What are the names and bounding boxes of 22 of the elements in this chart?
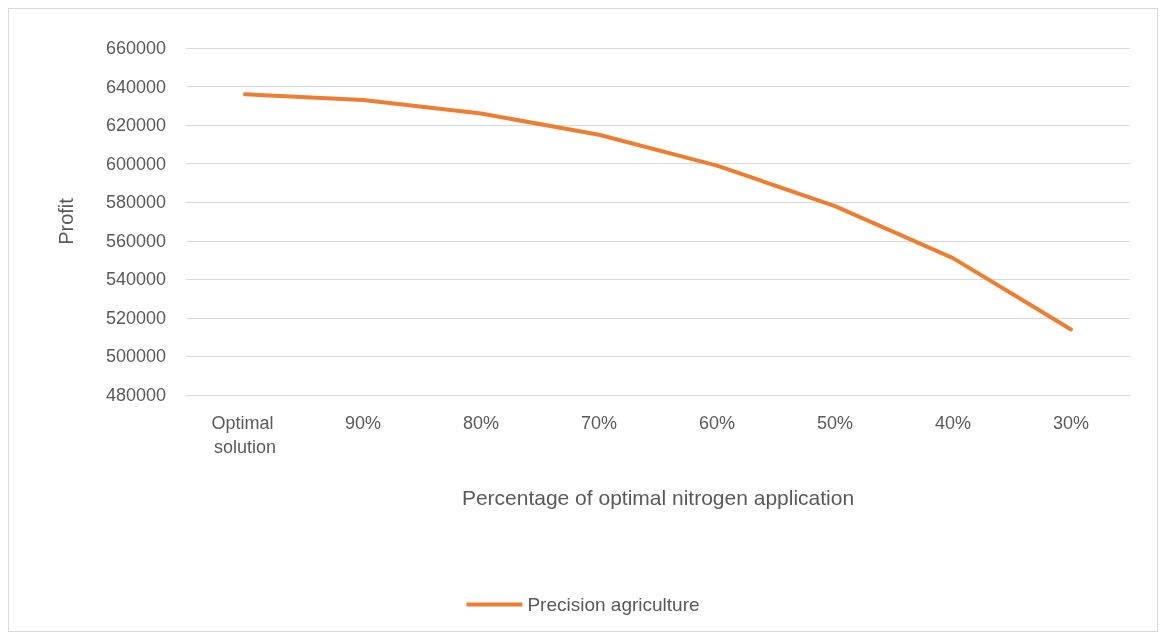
legend-label: Precision agriculture bbox=[527, 594, 700, 615]
y-tick-label: 660000 bbox=[105, 38, 166, 58]
y-tick-label: 540000 bbox=[105, 269, 166, 290]
y-tick-label: 500000 bbox=[105, 346, 166, 367]
y-tick-label: 580000 bbox=[105, 192, 166, 213]
y-tick-label: 640000 bbox=[105, 76, 166, 97]
x-tick-label: 80% bbox=[462, 413, 500, 433]
x-tick-label: 70% bbox=[580, 413, 618, 433]
x-tick-label: Optimal solution bbox=[211, 413, 279, 457]
x-tick-label: 40% bbox=[934, 413, 972, 433]
x-axis-title: Percentage of optimal nitrogen application bbox=[461, 486, 855, 509]
y-tick-label: 620000 bbox=[105, 115, 166, 136]
x-tick-label: 60% bbox=[698, 413, 736, 433]
y-tick-label: 600000 bbox=[105, 153, 166, 174]
y-tick-label: 560000 bbox=[105, 230, 166, 251]
line-series bbox=[243, 92, 1073, 332]
x-tick-label: 90% bbox=[344, 413, 382, 433]
y-tick-label: 520000 bbox=[105, 307, 166, 328]
x-tick-label: 30% bbox=[1052, 413, 1090, 433]
x-tick-label: 50% bbox=[816, 413, 854, 433]
y-tick-label: 480000 bbox=[105, 385, 166, 405]
y-axis-title: Profit bbox=[55, 197, 77, 245]
